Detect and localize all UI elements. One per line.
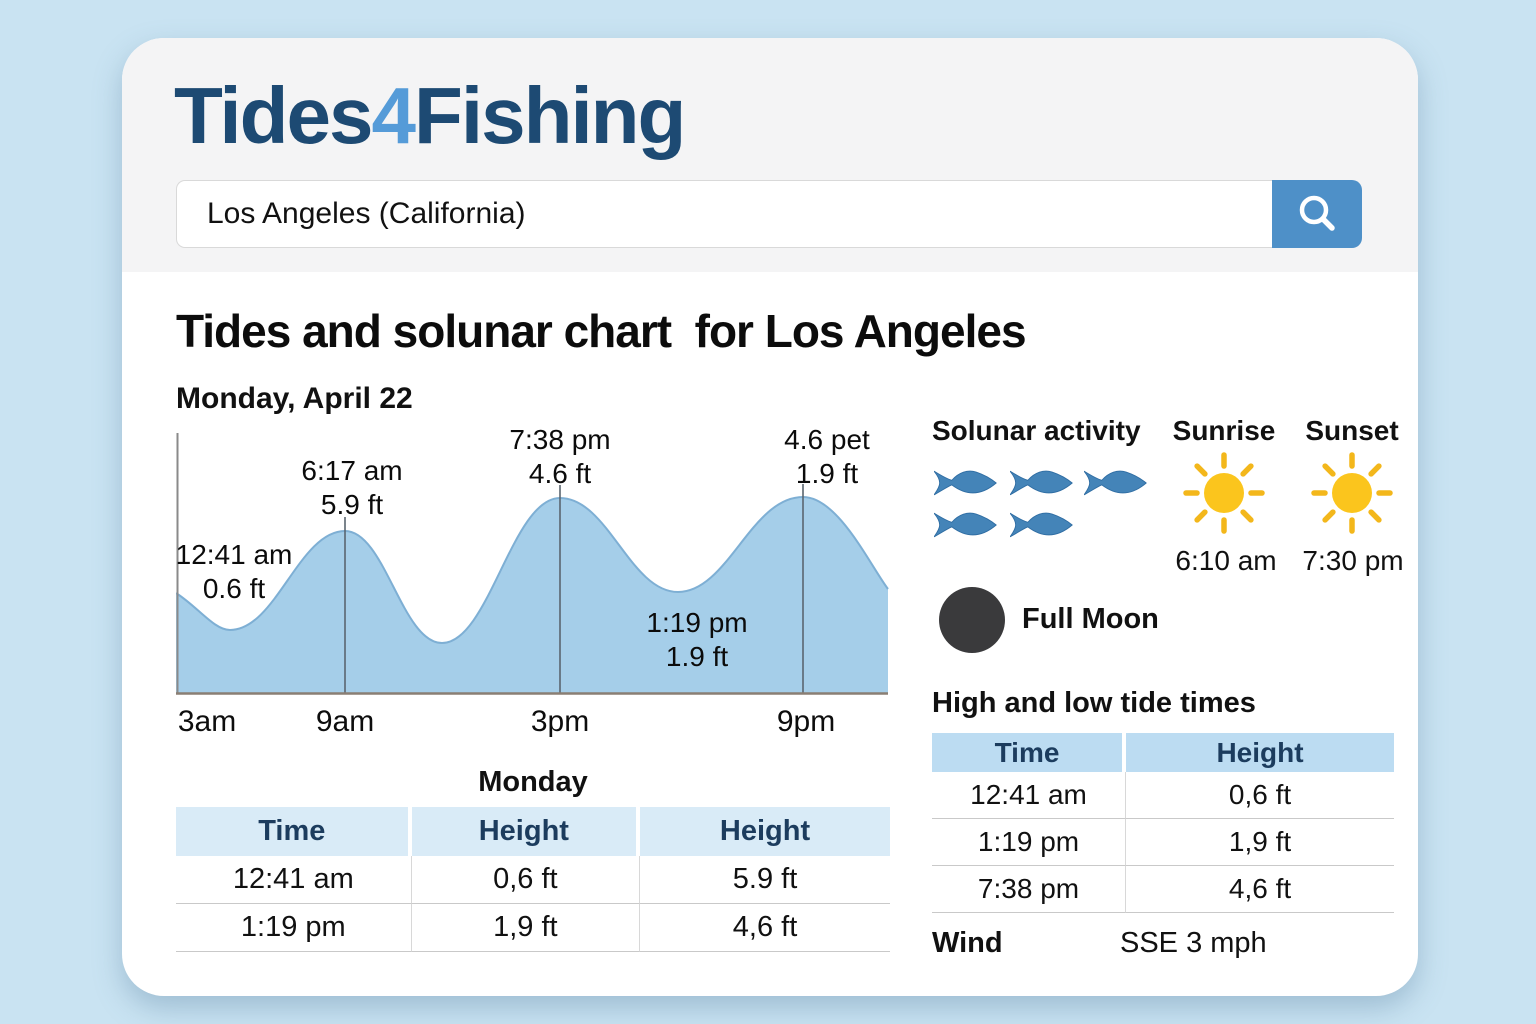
sunset-icon bbox=[1307, 448, 1397, 538]
cell-height: 4,6 ft bbox=[640, 904, 890, 952]
site-logo[interactable]: Tides4Fishing bbox=[174, 70, 686, 162]
column-header-height: Height bbox=[411, 807, 641, 856]
solunar-activity-heading: Solunar activity bbox=[932, 415, 1141, 446]
column-header-height: Height bbox=[640, 807, 890, 856]
tide-chart: 12:41 am 0.6 ft 6:17 am 5.9 ft 7:38 pm 4… bbox=[176, 415, 890, 745]
x-tick-3am: 3am bbox=[177, 705, 237, 738]
annotation-high-2: 7:38 pm 4.6 ft bbox=[509, 424, 611, 489]
monday-table-title: Monday bbox=[478, 766, 588, 798]
cell-height: 1,9 ft bbox=[1126, 819, 1394, 866]
sunrise-heading: Sunrise bbox=[1172, 415, 1276, 446]
tide-curve-line bbox=[176, 495, 889, 645]
sunset-heading: Sunset bbox=[1305, 415, 1399, 446]
cell-time: 1:19 pm bbox=[932, 819, 1127, 866]
full-moon-icon bbox=[939, 587, 1005, 653]
cell-time: 1:19 pm bbox=[176, 904, 412, 952]
moon-phase-label: Full Moon bbox=[1022, 603, 1159, 635]
table-row: 1:19 pm 1,9 ft 4,6 ft bbox=[176, 904, 890, 952]
cell-time: 7:38 pm bbox=[932, 866, 1127, 913]
search-button[interactable] bbox=[1272, 180, 1362, 248]
x-tick-9am: 9am bbox=[315, 705, 375, 738]
column-header-time: Time bbox=[932, 733, 1127, 772]
fish-icon bbox=[933, 506, 998, 544]
fish-icon bbox=[1009, 506, 1074, 544]
logo-part1: Tides bbox=[174, 71, 373, 160]
sunrise-icon bbox=[1179, 448, 1269, 538]
main-card: Tides4Fishing Tides and solunar chart fo… bbox=[122, 38, 1418, 996]
page-title: Tides and solunar chart for Los Angeles bbox=[176, 305, 1027, 357]
wind-label: Wind bbox=[932, 927, 1003, 959]
cell-time: 12:41 am bbox=[932, 772, 1127, 819]
fish-icon bbox=[1083, 464, 1148, 502]
logo-part2: Fishing bbox=[414, 71, 686, 160]
date-heading: Monday, April 22 bbox=[176, 382, 413, 415]
cell-height: 0,6 ft bbox=[411, 856, 641, 904]
tide-times-table: Time Height 12:41 am 0,6 ft 1:19 pm 1,9 … bbox=[932, 733, 1394, 913]
cell-height: 0,6 ft bbox=[1126, 772, 1394, 819]
sunset-time: 7:30 pm bbox=[1302, 545, 1404, 576]
logo-accent: 4 bbox=[371, 71, 416, 160]
cell-height: 5.9 ft bbox=[640, 856, 890, 904]
search-input[interactable] bbox=[176, 180, 1272, 248]
tide-curve-svg bbox=[176, 433, 889, 695]
x-tick-9pm: 9pm bbox=[776, 705, 836, 738]
cell-height: 1,9 ft bbox=[411, 904, 641, 952]
table-row: 12:41 am 0,6 ft bbox=[932, 772, 1394, 819]
sunrise-time: 6:10 am bbox=[1175, 545, 1277, 576]
table-row: 1:19 pm 1,9 ft bbox=[932, 819, 1394, 866]
table-row: 7:38 pm 4,6 ft bbox=[932, 866, 1394, 913]
search-icon bbox=[1294, 191, 1340, 237]
cell-time: 12:41 am bbox=[176, 856, 412, 904]
column-header-height: Height bbox=[1126, 733, 1394, 772]
annotation-high-3: 4.6 pet 1.9 ft bbox=[784, 424, 870, 489]
solunar-panel: Solunar activity Sunrise Sunset bbox=[932, 415, 1404, 975]
tide-times-heading: High and low tide times bbox=[932, 687, 1256, 719]
table-row: 12:41 am 0,6 ft 5.9 ft bbox=[176, 856, 890, 904]
fish-icon bbox=[933, 464, 998, 502]
tide-area-fill bbox=[176, 497, 888, 693]
wind-value: SSE 3 mph bbox=[1120, 927, 1267, 959]
annotation-low-2: 1:19 pm 1.9 ft bbox=[646, 607, 748, 672]
annotation-high-1: 6:17 am 5.9 ft bbox=[301, 455, 403, 520]
monday-table-section: Monday Time Height Height 12:41 am 0,6 f… bbox=[176, 766, 890, 952]
column-header-time: Time bbox=[176, 807, 412, 856]
fish-icon bbox=[1009, 464, 1074, 502]
cell-height: 4,6 ft bbox=[1126, 866, 1394, 913]
search-bar bbox=[176, 180, 1362, 248]
monday-table: Time Height Height 12:41 am 0,6 ft 5.9 f… bbox=[176, 807, 890, 952]
annotation-low-1: 12:41 am 0.6 ft bbox=[175, 539, 293, 604]
x-tick-3pm: 3pm bbox=[530, 705, 590, 738]
